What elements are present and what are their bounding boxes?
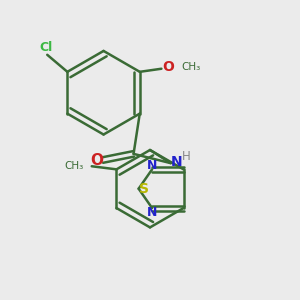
Text: N: N <box>171 154 183 169</box>
Text: O: O <box>162 60 174 74</box>
Text: O: O <box>91 153 103 168</box>
Text: S: S <box>139 182 149 196</box>
Text: CH₃: CH₃ <box>65 161 84 171</box>
Text: N: N <box>147 158 157 172</box>
Text: N: N <box>147 206 157 219</box>
Text: CH₃: CH₃ <box>182 62 201 72</box>
Text: Cl: Cl <box>39 40 52 54</box>
Text: H: H <box>182 150 190 163</box>
